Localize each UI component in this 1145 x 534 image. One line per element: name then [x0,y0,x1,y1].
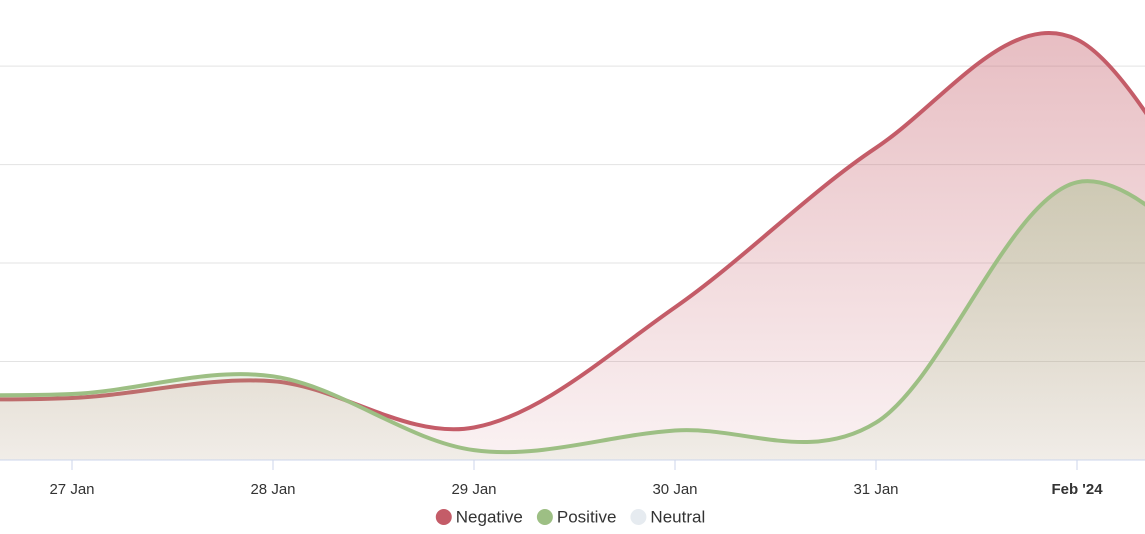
legend: Negative Positive Neutral [435,507,705,526]
legend-label: Positive [557,507,617,526]
line [0,179,1145,455]
x-tick-label: 28 Jan [250,481,295,498]
x-tick-label: 29 Jan [451,481,496,498]
legend-item[interactable]: Neutral [630,507,705,526]
legend-label: Neutral [650,507,705,526]
x-tick-label: 31 Jan [853,481,898,498]
area [0,33,1145,460]
x-tick-label: 30 Jan [652,481,697,498]
legend-label: Negative [456,507,523,526]
area [0,181,1145,460]
legend-item[interactable]: Negative [435,507,523,526]
legend-item[interactable]: Positive [536,507,617,526]
legend-symbol [435,509,452,525]
x-tick-label: 27 Jan [49,481,94,498]
x-tick-label: Feb '24 [1051,481,1103,498]
legend-symbol [536,509,553,525]
legend-symbol [630,509,647,525]
